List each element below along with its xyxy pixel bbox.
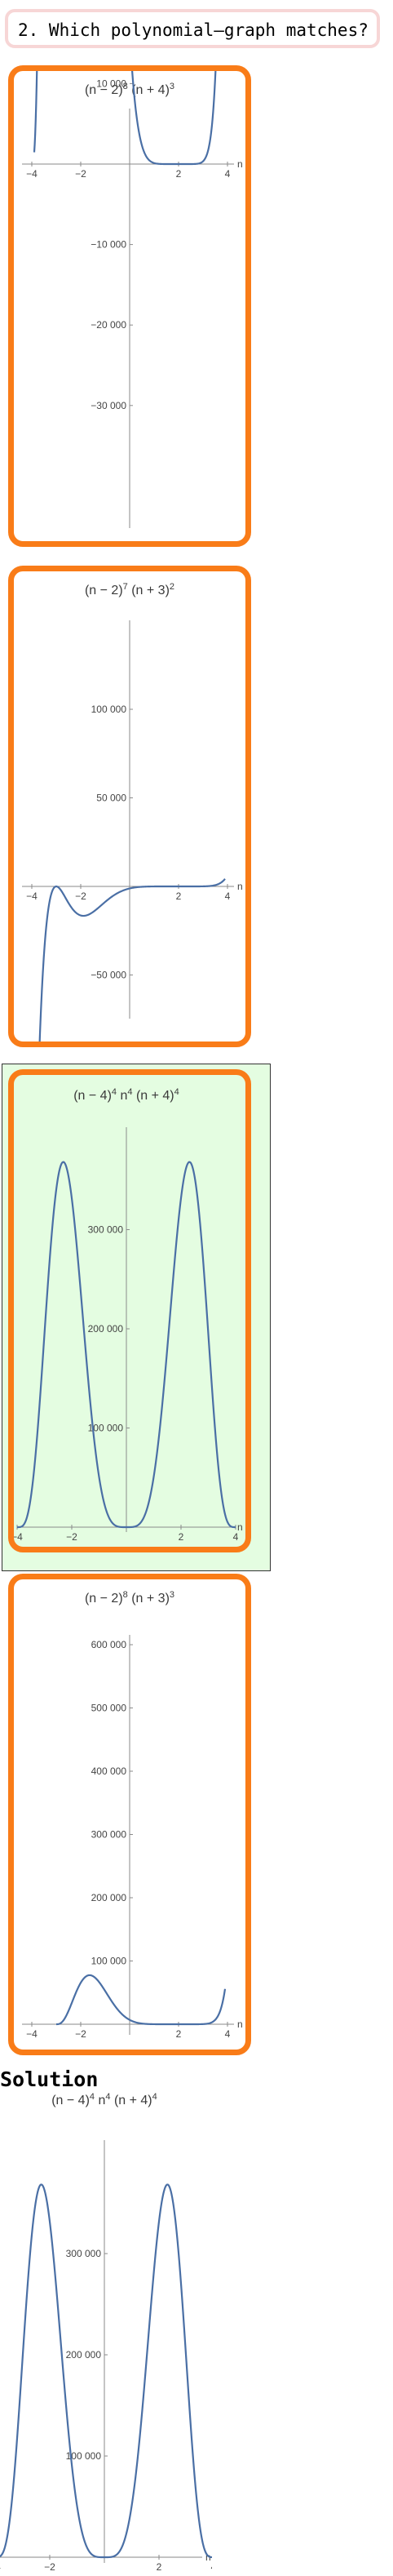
- x-tick-label: 4: [233, 1531, 239, 1543]
- x-axis-variable: n: [237, 2019, 243, 2030]
- solution-graph: (n − 4)4 n4 (n + 4)4 n −4 −2 2 4 300 000 200 00…: [0, 2092, 212, 2573]
- question-box: 2. Which polynomial–graph matches?: [5, 9, 380, 48]
- y-tick-label: 300 000: [66, 2248, 102, 2259]
- y-tick-label: 100 000: [88, 1423, 124, 1434]
- x-tick-label: −2: [75, 168, 86, 180]
- x-tick-label: −2: [75, 2028, 86, 2040]
- y-tick-label: 300 000: [91, 1829, 127, 1841]
- function-title: (n − 4)4 n4 (n + 4)4: [51, 2092, 157, 2107]
- y-tick-label: −10 000: [91, 239, 126, 251]
- y-tick-label: −50 000: [91, 970, 126, 981]
- y-tick-label: 200 000: [88, 1323, 124, 1335]
- y-tick-label: 10 000: [96, 78, 126, 89]
- y-tick-label: 200 000: [91, 1892, 127, 1903]
- x-tick-label: −4: [14, 1531, 23, 1543]
- option-1-graph: (n − 2)8 (n + 4)3 n −4 −2 2 4 10 000 −10 000 −20…: [22, 71, 243, 528]
- y-tick-label: 300 000: [88, 1224, 124, 1236]
- option-card-3[interactable]: (n − 4)4 n4 (n + 4)4 n −4 −2 2 4 300 000 200 00…: [8, 1069, 251, 1552]
- x-tick-label: 2: [176, 168, 182, 180]
- x-axis-variable: n: [237, 1521, 243, 1533]
- option-card-1[interactable]: (n − 2)8 (n + 4)3 n −4 −2 2 4 10 000 −10 000 −20…: [8, 65, 251, 547]
- y-tick-label: 100 000: [91, 704, 127, 715]
- y-tick-label: 500 000: [91, 1703, 127, 1714]
- x-axis-variable: n: [205, 2552, 211, 2563]
- question-text: 2. Which polynomial–graph matches?: [18, 20, 369, 40]
- x-tick-label: −4: [0, 2561, 1, 2573]
- x-tick-label: −4: [26, 168, 38, 180]
- y-tick-label: 200 000: [66, 2349, 102, 2361]
- function-title: (n − 2)7 (n + 3)2: [85, 582, 174, 597]
- x-tick-label: 4: [225, 890, 231, 902]
- x-tick-label: 4: [225, 2028, 231, 2040]
- function-title: (n − 2)8 (n + 3)3: [85, 1590, 174, 1606]
- function-title: (n − 2)8 (n + 4)3: [85, 82, 174, 97]
- x-tick-label: −2: [44, 2561, 55, 2573]
- y-tick-label: 100 000: [66, 2450, 102, 2462]
- series-line: [33, 71, 217, 166]
- x-tick-label: 2: [176, 2028, 182, 2040]
- option-2-graph: (n − 2)7 (n + 3)2 n −4 −2 2 4 100 000 50 000 −50…: [22, 582, 243, 1042]
- series-line: [0, 2183, 212, 2559]
- x-tick-label: −4: [26, 2028, 38, 2040]
- series-line: [17, 1161, 236, 1529]
- x-tick-label: −4: [26, 890, 38, 902]
- y-tick-label: 600 000: [91, 1639, 127, 1650]
- x-tick-label: 2: [179, 1531, 184, 1543]
- x-tick-label: 2: [157, 2561, 162, 2573]
- y-tick-label: −30 000: [91, 400, 126, 411]
- x-axis-variable: n: [237, 881, 243, 892]
- x-tick-label: −2: [66, 1531, 77, 1543]
- option-3-graph: (n − 4)4 n4 (n + 4)4 n −4 −2 2 4 300 000 200 00…: [14, 1087, 243, 1543]
- x-tick-label: 2: [176, 890, 182, 902]
- option-card-4[interactable]: (n − 2)8 (n + 3)3 n −4 −2 2 4 600 000 500 000 40…: [8, 1574, 251, 2055]
- series-line: [56, 1974, 227, 2026]
- x-tick-label: 4: [225, 168, 231, 180]
- x-axis-variable: n: [237, 158, 243, 170]
- y-tick-label: −20 000: [91, 319, 126, 331]
- y-tick-label: 50 000: [96, 793, 126, 804]
- solution-heading: Solution: [0, 2067, 99, 2091]
- option-4-graph: (n − 2)8 (n + 3)3 n −4 −2 2 4 600 000 500 000 40…: [22, 1590, 243, 2040]
- option-card-2[interactable]: (n − 2)7 (n + 3)2 n −4 −2 2 4 100 000 50 000 −50…: [8, 566, 251, 1047]
- series-line: [38, 878, 226, 1042]
- function-title: (n − 4)4 n4 (n + 4)4: [73, 1087, 179, 1103]
- x-tick-label: −2: [75, 890, 86, 902]
- y-tick-label: 100 000: [91, 1956, 127, 1967]
- x-tick-label: 4: [211, 2561, 212, 2573]
- y-tick-label: 400 000: [91, 1765, 127, 1777]
